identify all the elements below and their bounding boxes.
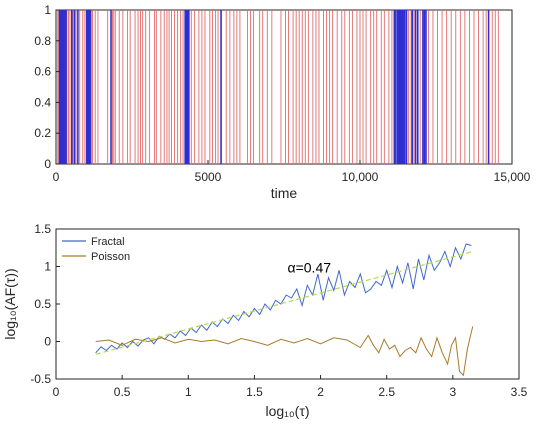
top-plot-frame bbox=[55, 9, 513, 165]
event-lines bbox=[57, 10, 499, 164]
y-tick-label: 0.5 bbox=[34, 297, 51, 311]
x-tick-label: 1.5 bbox=[246, 385, 263, 399]
y-tick-label: 1 bbox=[44, 260, 51, 274]
y-tick-label: 0.6 bbox=[34, 65, 51, 79]
series-line-fit bbox=[95, 250, 473, 355]
series-lines bbox=[95, 243, 474, 377]
y-tick-label: -0.5 bbox=[30, 372, 51, 386]
top-x-axis-label: time bbox=[271, 185, 298, 201]
x-tick-label: 2 bbox=[317, 385, 324, 399]
bottom-y-axis-ticks: -0.5 0 0.5 1 1.5 bbox=[30, 222, 60, 386]
bottom-x-axis-ticks: 0 0.5 1 1.5 2 2.5 3 3.5 bbox=[53, 375, 528, 399]
bottom-x-axis-label: log₁₀(τ) bbox=[265, 403, 309, 419]
bottom-y-axis-label: log₁₀(AF(τ)) bbox=[2, 268, 18, 339]
x-tick-label: 2.5 bbox=[378, 385, 395, 399]
y-tick-label: 0.2 bbox=[34, 126, 51, 140]
y-tick-label: 0 bbox=[44, 157, 51, 171]
y-tick-label: 0.4 bbox=[34, 95, 51, 109]
event-raster-panel: 0 5000 10,000 15,000 0 0.2 0.4 0.6 0.8 1 time bbox=[34, 3, 530, 201]
x-tick-label: 0.5 bbox=[114, 385, 131, 399]
y-tick-label: 0 bbox=[44, 335, 51, 349]
series-line-fractal bbox=[95, 243, 472, 354]
y-tick-label: 1.5 bbox=[34, 222, 51, 236]
top-x-axis-ticks: 0 5000 10,000 15,000 bbox=[53, 160, 531, 184]
x-tick-label: 0 bbox=[53, 170, 60, 184]
legend: Fractal Poisson bbox=[62, 236, 130, 263]
legend-label: Fractal bbox=[91, 236, 125, 248]
legend-label: Poisson bbox=[91, 251, 130, 263]
y-tick-label: 0.8 bbox=[34, 34, 51, 48]
alpha-annotation: α=0.47 bbox=[288, 260, 332, 276]
x-tick-label: 1 bbox=[185, 385, 192, 399]
x-tick-label: 5000 bbox=[195, 170, 222, 184]
y-tick-label: 1 bbox=[44, 3, 51, 17]
x-tick-label: 3.5 bbox=[511, 385, 528, 399]
x-tick-label: 0 bbox=[53, 385, 60, 399]
top-y-axis-ticks: 0 0.2 0.4 0.6 0.8 1 bbox=[34, 3, 60, 171]
series-line-poisson bbox=[95, 326, 474, 377]
x-tick-label: 15,000 bbox=[494, 170, 531, 184]
x-tick-label: 3 bbox=[450, 385, 457, 399]
allan-factor-panel: 0 0.5 1 1.5 2 2.5 3 3.5 -0.500.511.5 log₁₀(τ) l… bbox=[2, 222, 528, 419]
x-tick-label: 10,000 bbox=[342, 170, 379, 184]
